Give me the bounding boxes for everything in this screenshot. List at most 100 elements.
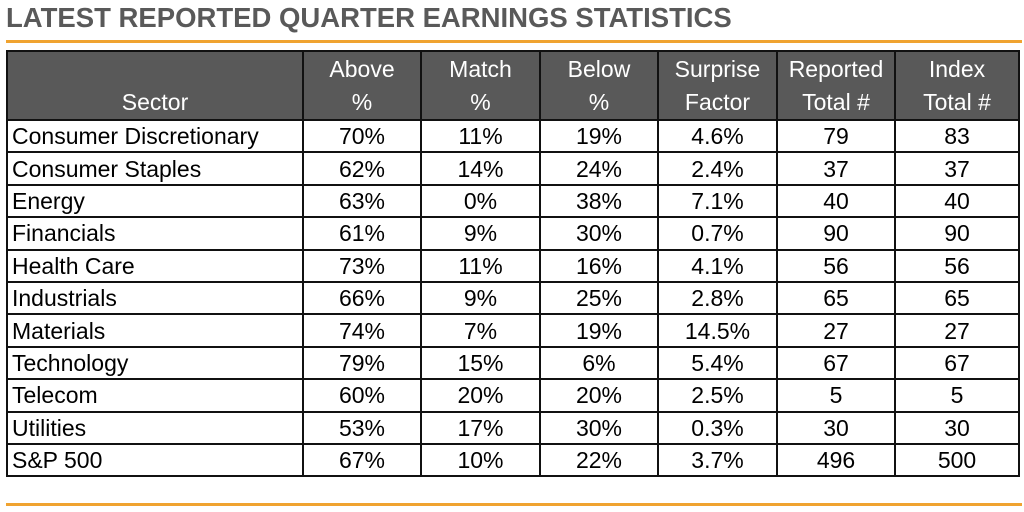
reported-total-cell: 56: [776, 248, 896, 283]
index-total-cell: 56: [894, 248, 1020, 283]
above-cell: 53%: [302, 410, 422, 445]
reported-total-cell: 30: [776, 410, 896, 445]
index-total-cell: 83: [894, 118, 1020, 154]
sector-cell: Energy: [6, 183, 304, 219]
match-cell: 7%: [420, 313, 541, 348]
below-cell: 30%: [539, 410, 659, 445]
table-row: Telecom 60% 20% 20% 2.5% 5 5: [6, 378, 1020, 413]
match-cell: 9%: [420, 280, 541, 316]
table-row: Utilities 53% 17% 30% 0.3% 30 30: [6, 410, 1020, 445]
sector-cell: S&P 500: [6, 442, 304, 478]
below-cell: 16%: [539, 248, 659, 283]
surprise-factor-cell: 4.1%: [657, 248, 778, 283]
surprise-factor-cell: 3.7%: [657, 442, 778, 478]
reported-total-cell: 5: [776, 378, 896, 413]
index-total-cell: 500: [894, 442, 1020, 478]
surprise-factor-cell: 2.5%: [657, 378, 778, 413]
table-row: S&P 500 67% 10% 22% 3.7% 496 500: [6, 442, 1020, 478]
reported-total-cell: 67: [776, 345, 896, 381]
surprise-factor-cell: 4.6%: [657, 118, 778, 154]
above-cell: 63%: [302, 183, 422, 219]
table-row: Materials 74% 7% 19% 14.5% 27 27: [6, 313, 1020, 348]
below-cell: 38%: [539, 183, 659, 219]
page-title: LATEST REPORTED QUARTER EARNINGS STATIST…: [6, 2, 732, 33]
above-cell: 73%: [302, 248, 422, 283]
match-cell: 20%: [420, 378, 541, 413]
reported-total-cell: 40: [776, 183, 896, 219]
table-row: Industrials 66% 9% 25% 2.8% 65 65: [6, 280, 1020, 316]
index-total-cell: 5: [894, 378, 1020, 413]
surprise-factor-cell: 7.1%: [657, 183, 778, 219]
column-header-match: Match%: [420, 50, 541, 121]
match-cell: 11%: [420, 118, 541, 154]
above-cell: 70%: [302, 118, 422, 154]
below-cell: 6%: [539, 345, 659, 381]
sector-cell: Consumer Discretionary: [6, 118, 304, 154]
surprise-factor-cell: 0.7%: [657, 216, 778, 251]
index-total-cell: 65: [894, 280, 1020, 316]
table-row: Energy 63% 0% 38% 7.1% 40 40: [6, 183, 1020, 219]
index-total-cell: 37: [894, 151, 1020, 186]
match-cell: 0%: [420, 183, 541, 219]
below-cell: 20%: [539, 378, 659, 413]
reported-total-cell: 37: [776, 151, 896, 186]
header-row: Sector Above% Match% Below% Surprise Fact…: [6, 50, 1020, 121]
surprise-factor-cell: 2.8%: [657, 280, 778, 316]
column-header-reported-total: Reported Total #: [776, 50, 896, 121]
below-cell: 22%: [539, 442, 659, 478]
match-cell: 9%: [420, 216, 541, 251]
reported-total-cell: 65: [776, 280, 896, 316]
column-header-above: Above%: [302, 50, 422, 121]
sector-cell: Utilities: [6, 410, 304, 445]
table-row: Consumer Staples 62% 14% 24% 2.4% 37 37: [6, 151, 1020, 186]
index-total-cell: 67: [894, 345, 1020, 381]
bottom-rule: [6, 503, 1022, 506]
surprise-factor-cell: 2.4%: [657, 151, 778, 186]
sector-cell: Telecom: [6, 378, 304, 413]
reported-total-cell: 496: [776, 442, 896, 478]
table-row: Consumer Discretionary 70% 11% 19% 4.6% 79 83: [6, 118, 1020, 154]
table-row: Health Care 73% 11% 16% 4.1% 56 56: [6, 248, 1020, 283]
below-cell: 25%: [539, 280, 659, 316]
title-rule: [6, 40, 1022, 43]
index-total-cell: 40: [894, 183, 1020, 219]
reported-total-cell: 90: [776, 216, 896, 251]
index-total-cell: 90: [894, 216, 1020, 251]
earnings-table: Sector Above% Match% Below% Surprise Fact…: [6, 50, 1020, 478]
below-cell: 24%: [539, 151, 659, 186]
column-header-below: Below%: [539, 50, 659, 121]
match-cell: 15%: [420, 345, 541, 381]
below-cell: 19%: [539, 118, 659, 154]
column-header-sector: Sector: [6, 50, 304, 121]
above-cell: 61%: [302, 216, 422, 251]
surprise-factor-cell: 0.3%: [657, 410, 778, 445]
below-cell: 19%: [539, 313, 659, 348]
surprise-factor-cell: 14.5%: [657, 313, 778, 348]
below-cell: 30%: [539, 216, 659, 251]
table-row: Technology 79% 15% 6% 5.4% 67 67: [6, 345, 1020, 381]
surprise-factor-cell: 5.4%: [657, 345, 778, 381]
above-cell: 79%: [302, 345, 422, 381]
sector-cell: Financials: [6, 216, 304, 251]
above-cell: 66%: [302, 280, 422, 316]
index-total-cell: 30: [894, 410, 1020, 445]
column-header-surprise-factor: Surprise Factor: [657, 50, 778, 121]
sector-cell: Technology: [6, 345, 304, 381]
sector-cell: Materials: [6, 313, 304, 348]
sector-cell: Health Care: [6, 248, 304, 283]
match-cell: 10%: [420, 442, 541, 478]
match-cell: 17%: [420, 410, 541, 445]
above-cell: 62%: [302, 151, 422, 186]
match-cell: 11%: [420, 248, 541, 283]
above-cell: 67%: [302, 442, 422, 478]
sector-cell: Industrials: [6, 280, 304, 316]
above-cell: 60%: [302, 378, 422, 413]
column-header-index-total: Index Total #: [894, 50, 1020, 121]
index-total-cell: 27: [894, 313, 1020, 348]
table-row: Financials 61% 9% 30% 0.7% 90 90: [6, 216, 1020, 251]
match-cell: 14%: [420, 151, 541, 186]
table-body: Consumer Discretionary 70% 11% 19% 4.6% 79 83 C…: [6, 118, 1020, 478]
above-cell: 74%: [302, 313, 422, 348]
reported-total-cell: 79: [776, 118, 896, 154]
reported-total-cell: 27: [776, 313, 896, 348]
